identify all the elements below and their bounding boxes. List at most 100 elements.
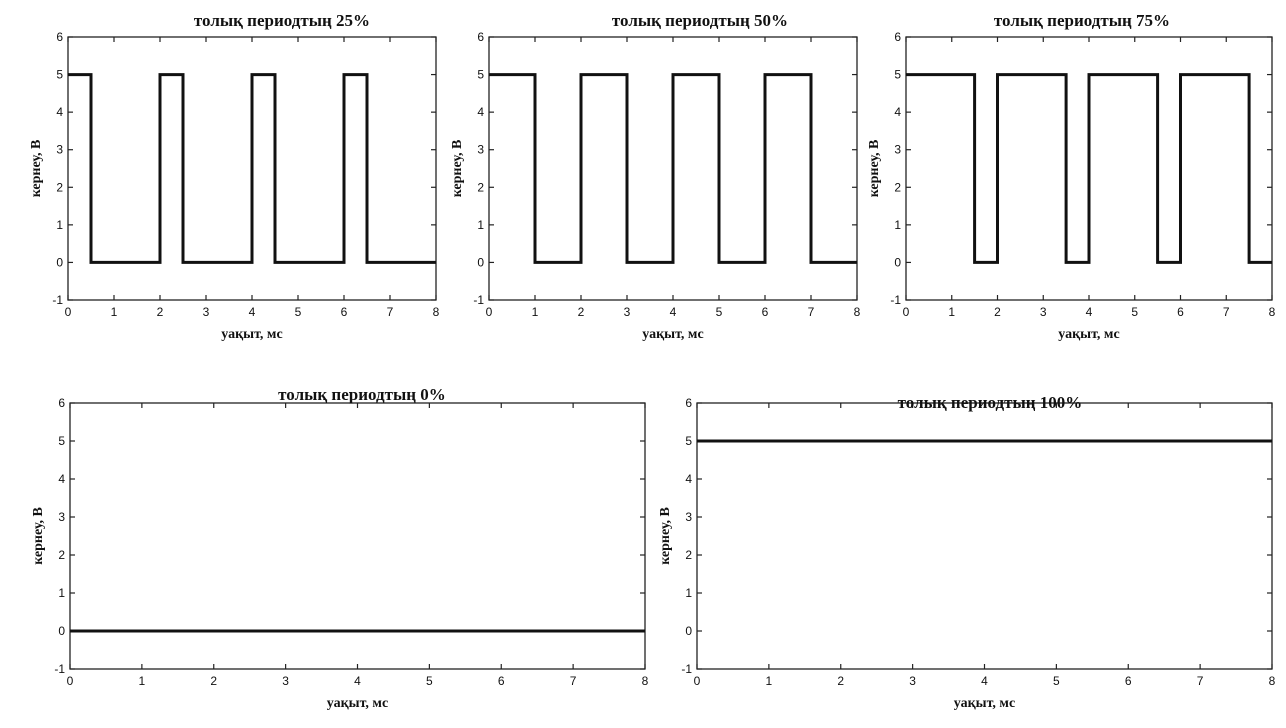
- y-tick-label: 3: [58, 510, 65, 524]
- x-tick-label: 5: [295, 305, 302, 319]
- y-tick-label: 4: [58, 472, 65, 486]
- y-axis-label: кернеу, В: [31, 507, 46, 565]
- x-axis-label: уақыт, мс: [221, 327, 282, 342]
- signal-trace: [489, 73, 857, 264]
- x-tick-label: 1: [766, 674, 773, 688]
- y-tick-label: 5: [477, 68, 484, 82]
- x-tick-label: 5: [1053, 674, 1060, 688]
- x-tick-label: 7: [387, 305, 394, 319]
- y-tick-label: 6: [58, 396, 65, 410]
- x-tick-label: 3: [282, 674, 289, 688]
- x-tick-label: 2: [210, 674, 217, 688]
- y-tick-label: 0: [477, 255, 484, 269]
- plot-frame: [69, 402, 646, 670]
- x-tick-label: 7: [1197, 674, 1204, 688]
- chart-title: толық периодтың 50%: [612, 11, 788, 30]
- y-tick-label: 2: [58, 548, 65, 562]
- x-tick-label: 7: [808, 305, 815, 319]
- y-tick-label: 0: [58, 624, 65, 638]
- x-tick-label: 6: [341, 305, 348, 319]
- y-tick-label: 3: [477, 143, 484, 157]
- x-tick-label: 0: [486, 305, 493, 319]
- x-tick-label: 0: [65, 305, 72, 319]
- x-tick-label: 1: [111, 305, 118, 319]
- y-tick-label: 5: [58, 434, 65, 448]
- x-axis-label: уақыт, мс: [327, 696, 388, 711]
- y-tick-label: 0: [56, 255, 63, 269]
- y-tick-label: 1: [894, 218, 901, 232]
- x-tick-label: 8: [433, 305, 440, 319]
- y-axis-label: кернеу, В: [29, 140, 44, 198]
- x-tick-label: 7: [570, 674, 577, 688]
- x-tick-label: 2: [578, 305, 585, 319]
- x-tick-label: 4: [249, 305, 256, 319]
- y-tick-label: 1: [56, 218, 63, 232]
- x-tick-label: 4: [1086, 305, 1093, 319]
- y-tick-label: -1: [54, 662, 65, 676]
- x-tick-label: 0: [903, 305, 910, 319]
- y-tick-label: 2: [685, 548, 692, 562]
- x-tick-label: 5: [1131, 305, 1138, 319]
- y-tick-label: -1: [890, 293, 901, 307]
- y-tick-label: 6: [477, 30, 484, 44]
- x-tick-label: 4: [670, 305, 677, 319]
- y-tick-label: 0: [685, 624, 692, 638]
- y-tick-label: 1: [685, 586, 692, 600]
- x-tick-label: 3: [624, 305, 631, 319]
- y-axis-label: кернеу, В: [658, 507, 673, 565]
- y-tick-label: 1: [58, 586, 65, 600]
- plot-frame: [696, 402, 1273, 670]
- x-tick-label: 5: [426, 674, 433, 688]
- y-tick-label: 4: [56, 105, 63, 119]
- y-tick-label: 1: [477, 218, 484, 232]
- x-tick-label: 8: [854, 305, 861, 319]
- x-tick-label: 7: [1223, 305, 1230, 319]
- x-tick-label: 8: [1269, 305, 1276, 319]
- x-axis-label: уақыт, мс: [1058, 327, 1119, 342]
- x-axis-label: уақыт, мс: [954, 696, 1015, 711]
- x-tick-label: 3: [1040, 305, 1047, 319]
- signal-trace: [906, 73, 1272, 264]
- x-tick-label: 6: [762, 305, 769, 319]
- y-tick-label: 6: [56, 30, 63, 44]
- y-tick-label: 2: [56, 180, 63, 194]
- x-tick-label: 3: [203, 305, 210, 319]
- x-tick-label: 4: [981, 674, 988, 688]
- x-tick-label: 6: [498, 674, 505, 688]
- chart-title: толық периодтың 100%: [898, 393, 1083, 412]
- x-tick-label: 2: [837, 674, 844, 688]
- y-tick-label: 6: [894, 30, 901, 44]
- signal-trace: [68, 73, 436, 264]
- y-tick-label: 4: [477, 105, 484, 119]
- y-tick-label: 3: [894, 143, 901, 157]
- x-tick-label: 8: [642, 674, 649, 688]
- x-tick-label: 4: [354, 674, 361, 688]
- y-axis-label: кернеу, В: [450, 140, 465, 198]
- y-tick-label: -1: [52, 293, 63, 307]
- x-tick-label: 6: [1125, 674, 1132, 688]
- y-tick-label: 2: [477, 180, 484, 194]
- y-tick-label: 5: [685, 434, 692, 448]
- y-tick-label: 6: [685, 396, 692, 410]
- y-tick-label: 0: [894, 255, 901, 269]
- y-tick-label: 4: [685, 472, 692, 486]
- x-tick-label: 0: [67, 674, 74, 688]
- x-tick-label: 8: [1269, 674, 1276, 688]
- y-tick-label: 2: [894, 180, 901, 194]
- y-axis-label: кернеу, В: [867, 140, 882, 198]
- y-tick-label: 4: [894, 105, 901, 119]
- chart-title: толық периодтың 0%: [278, 385, 446, 404]
- chart-title: толық периодтың 25%: [194, 11, 370, 30]
- x-tick-label: 3: [909, 674, 916, 688]
- x-tick-label: 6: [1177, 305, 1184, 319]
- y-tick-label: 3: [685, 510, 692, 524]
- x-tick-label: 1: [139, 674, 146, 688]
- x-tick-label: 1: [948, 305, 955, 319]
- x-tick-label: 0: [694, 674, 701, 688]
